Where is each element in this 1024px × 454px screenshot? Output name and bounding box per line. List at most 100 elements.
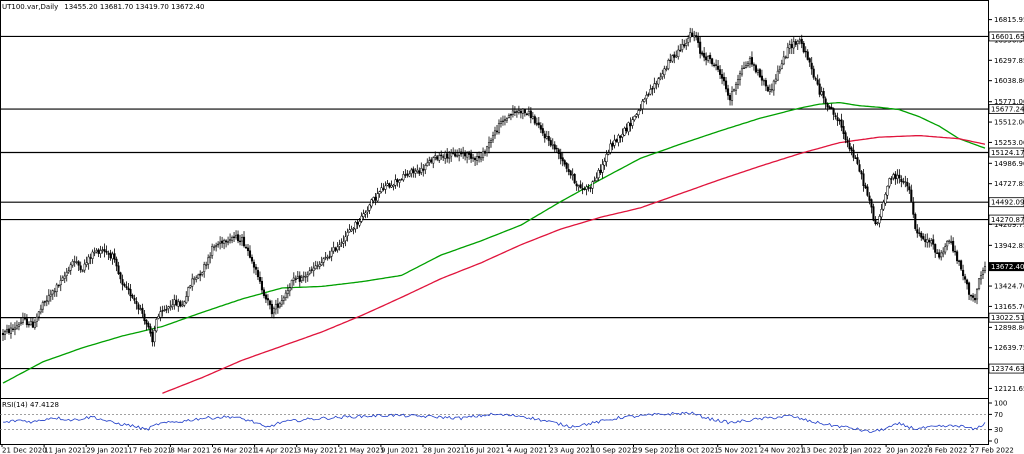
candle-body — [99, 250, 102, 254]
candle-body — [225, 240, 228, 243]
time-tick-label: 8 Feb 2022 — [928, 447, 967, 454]
candle-body — [35, 316, 38, 322]
candle-body — [555, 147, 558, 150]
candle-body — [587, 187, 590, 189]
candle-body — [362, 213, 365, 217]
candle-body — [428, 160, 431, 163]
candle-body — [924, 239, 927, 243]
candle-body — [940, 252, 943, 258]
candle-body — [139, 308, 142, 310]
candle-body — [699, 41, 702, 54]
candle-body — [454, 153, 457, 157]
candle-body — [57, 284, 60, 287]
candle-body — [318, 264, 321, 267]
candle-body — [613, 139, 616, 146]
candle-body — [446, 153, 449, 159]
candle-body — [575, 183, 578, 187]
candle-body — [896, 175, 899, 179]
candle-body — [390, 185, 393, 188]
time-tick-label: 3 May 2021 — [297, 447, 338, 454]
candle-body — [111, 253, 114, 259]
candle-body — [505, 118, 508, 121]
candle-body — [386, 183, 389, 186]
candle-body — [511, 110, 514, 115]
candle-body — [221, 240, 224, 244]
candle-body — [402, 174, 405, 181]
candle-body — [543, 133, 546, 139]
candle-body — [970, 295, 973, 297]
candle-body — [254, 266, 258, 270]
candle-body — [491, 135, 495, 141]
candle-body — [91, 251, 94, 259]
candle-body — [948, 240, 951, 242]
candle-body — [557, 149, 560, 154]
time-tick-label: 4 Aug 2021 — [507, 447, 547, 454]
candle-body — [627, 122, 630, 133]
candle-body — [625, 127, 628, 132]
candle-body — [191, 278, 194, 287]
candle-body — [946, 241, 949, 247]
candle-body — [878, 216, 881, 224]
candle-body — [928, 240, 931, 243]
candle-body — [778, 69, 781, 72]
candle-body — [503, 119, 507, 121]
time-tick-label: 29 Sep 2021 — [634, 447, 678, 454]
candle-body — [549, 140, 552, 146]
candle-body — [85, 262, 88, 265]
level-label: 15124.17 — [991, 149, 1024, 157]
candle-body — [894, 173, 897, 180]
candle-body — [697, 37, 700, 43]
candle-body — [958, 260, 961, 262]
candle-body — [495, 130, 499, 133]
candle-body — [181, 304, 184, 307]
candle-body — [460, 151, 463, 155]
candle-body — [248, 250, 252, 258]
plot-frame — [0, 0, 989, 445]
level-label: 13022.51 — [991, 314, 1024, 322]
candle-body — [207, 257, 210, 265]
candle-body — [730, 91, 734, 101]
candle-body — [378, 191, 381, 194]
candle-body — [31, 321, 34, 328]
candle-body — [360, 215, 363, 222]
candle-body — [476, 156, 479, 161]
candle-body — [916, 229, 919, 234]
candle-body — [41, 302, 44, 310]
candle-body — [462, 152, 465, 155]
candle-body — [129, 289, 132, 297]
candle-body — [637, 110, 640, 116]
candle-body — [523, 108, 526, 114]
candle-body — [143, 313, 146, 322]
candle-body — [372, 197, 375, 202]
candle-body — [67, 270, 70, 273]
time-tick-label: 17 Feb 2021 — [128, 447, 172, 454]
price-tick-label: 12121.65 — [994, 385, 1024, 393]
candle-body — [691, 32, 694, 37]
candle-body — [920, 232, 923, 238]
candle-body — [732, 89, 736, 92]
price-tick-label: 16815.95 — [994, 16, 1024, 24]
candle-body — [183, 301, 186, 306]
candle-body — [906, 182, 909, 187]
candle-body — [675, 55, 678, 58]
candle-body — [719, 69, 722, 75]
candle-body — [914, 214, 917, 229]
candle-body — [671, 55, 674, 62]
candle-body — [103, 249, 106, 252]
candle-body — [653, 83, 656, 89]
candle-body — [167, 306, 170, 309]
candle-body — [77, 261, 80, 266]
candle-body — [501, 120, 505, 123]
candle-body — [579, 184, 582, 189]
candle-body — [27, 323, 30, 326]
candle-body — [890, 178, 893, 180]
candle-body — [236, 234, 240, 242]
candle-body — [689, 32, 692, 38]
candle-body — [87, 256, 90, 264]
candle-body — [177, 301, 180, 307]
candle-body — [687, 38, 690, 43]
candle-body — [352, 228, 355, 230]
candle-body — [717, 65, 720, 70]
candle-body — [382, 188, 385, 190]
candle-body — [774, 78, 777, 82]
